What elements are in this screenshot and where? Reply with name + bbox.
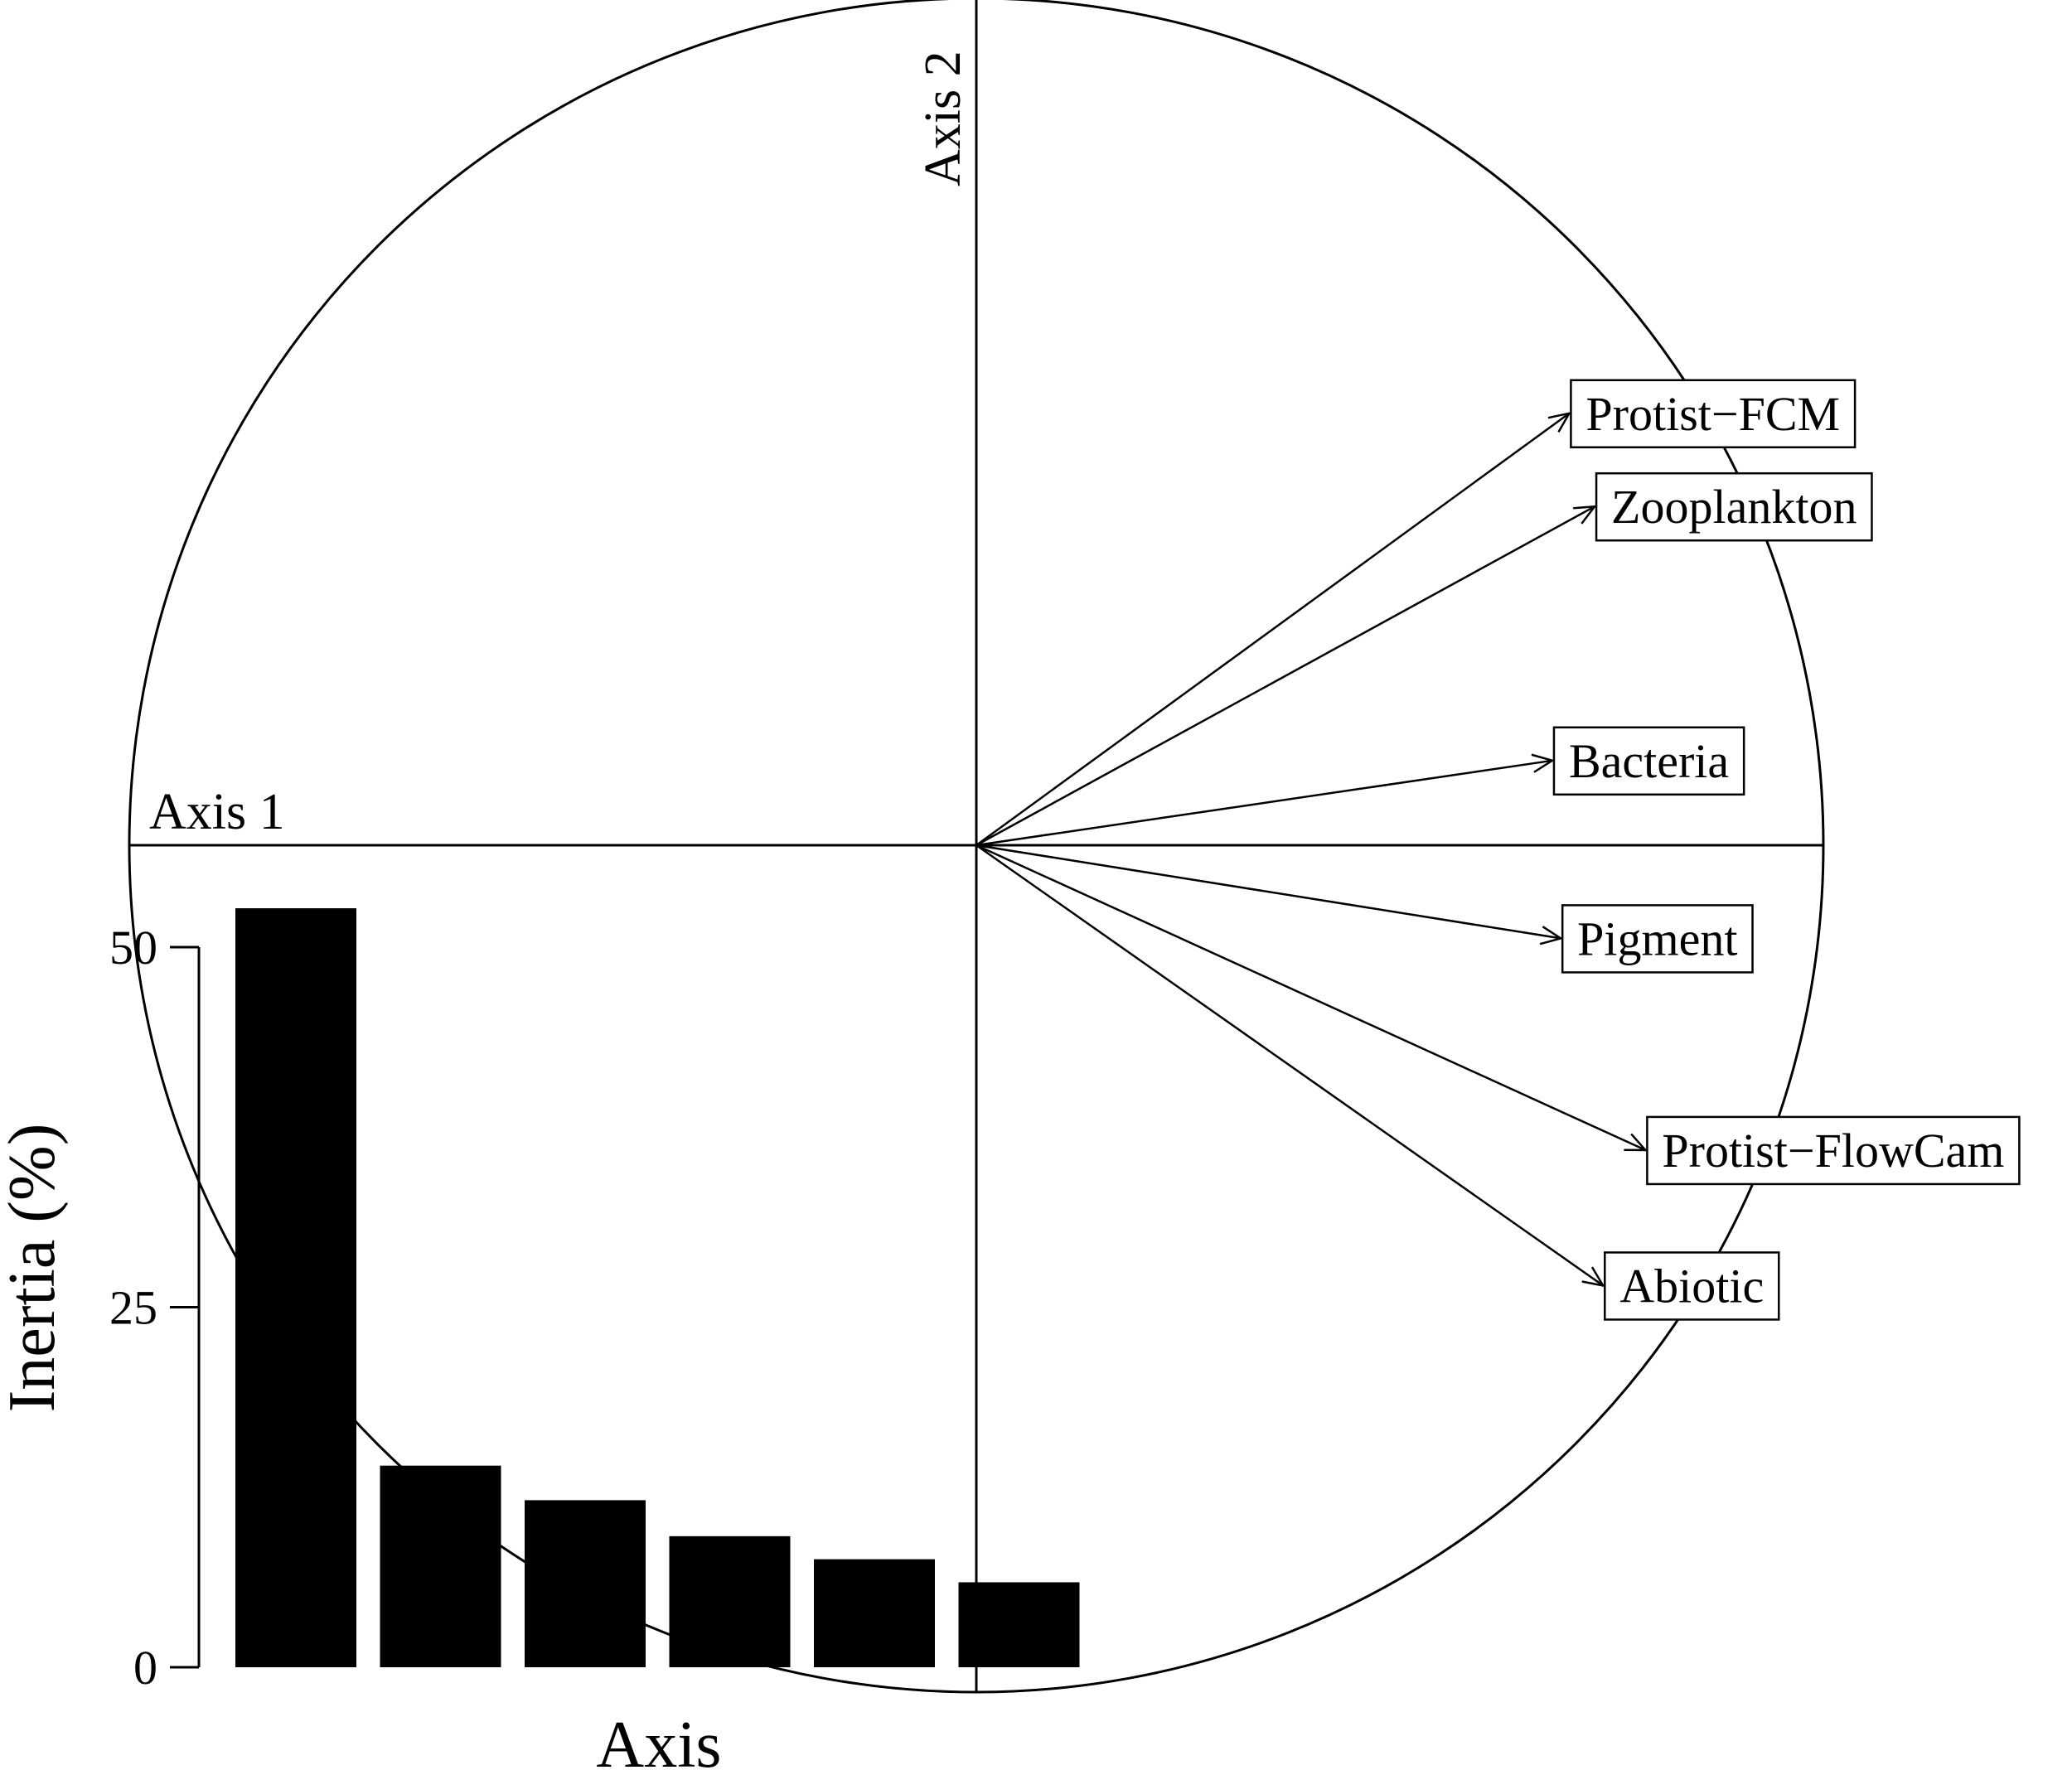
inertia-y-ticks: 0 25 50 [109,921,199,1695]
bar-1 [235,908,356,1667]
y-tick-label-0: 0 [133,1641,157,1695]
arrowhead-zooplankton [1573,505,1597,525]
arrow-abiotic [975,844,1604,1287]
bar-3 [525,1500,646,1667]
arrow-pigment [975,844,1561,940]
label-protist-fcm: Protist−FCM [1570,379,1857,449]
label-box-protist-fcm [1570,379,1857,449]
arrowhead-pigment [1539,926,1564,945]
label-box-abiotic [1604,1251,1780,1321]
label-box-zooplankton [1595,472,1873,542]
label-text-protist-flowcam: Protist−FlowCam [1662,1124,2004,1178]
label-protist-flowcam: Protist−FlowCam [1646,1115,2021,1186]
arrowhead-protist-flowcam [1624,1133,1648,1152]
bar-2 [380,1465,501,1667]
label-text-zooplankton: Zooplankton [1611,480,1857,534]
arrowhead-protist-fcm [1547,411,1571,433]
label-text-bacteria: Bacteria [1569,734,1729,788]
label-bacteria: Bacteria [1552,726,1745,796]
axis-2-label: Axis 2 [915,51,971,186]
label-box-bacteria [1552,726,1745,796]
arrow-zooplankton [975,505,1595,847]
arrow-protist-flowcam [975,844,1646,1152]
bar-5 [814,1559,935,1667]
bar-4 [669,1535,791,1667]
label-abiotic: Abiotic [1604,1251,1780,1321]
label-zooplankton: Zooplankton [1595,472,1873,542]
axis-1-label: Axis 1 [149,784,285,840]
bar-6 [958,1582,1080,1667]
variable-labels: Protist−FCM Zooplankton Bacteria Pigment Pro… [1552,379,2021,1321]
arrow-bacteria [975,759,1553,847]
label-box-pigment [1561,904,1754,974]
y-tick-label-25: 25 [109,1281,157,1335]
label-pigment: Pigment [1561,904,1754,974]
label-box-protist-flowcam [1646,1115,2021,1186]
arrowhead-abiotic [1581,1266,1605,1288]
variable-arrows [975,411,1648,1288]
inertia-x-axis-label: Axis [596,1709,721,1770]
arrowhead-bacteria [1531,753,1555,773]
label-text-pigment: Pigment [1577,912,1737,965]
inertia-y-axis-label: Inertia (%) [0,1124,69,1413]
label-text-abiotic: Abiotic [1619,1259,1764,1313]
label-text-protist-fcm: Protist−FCM [1585,387,1840,441]
y-tick-label-50: 50 [109,921,157,974]
arrow-protist-fcm [975,412,1571,847]
inertia-bars [235,908,1080,1667]
